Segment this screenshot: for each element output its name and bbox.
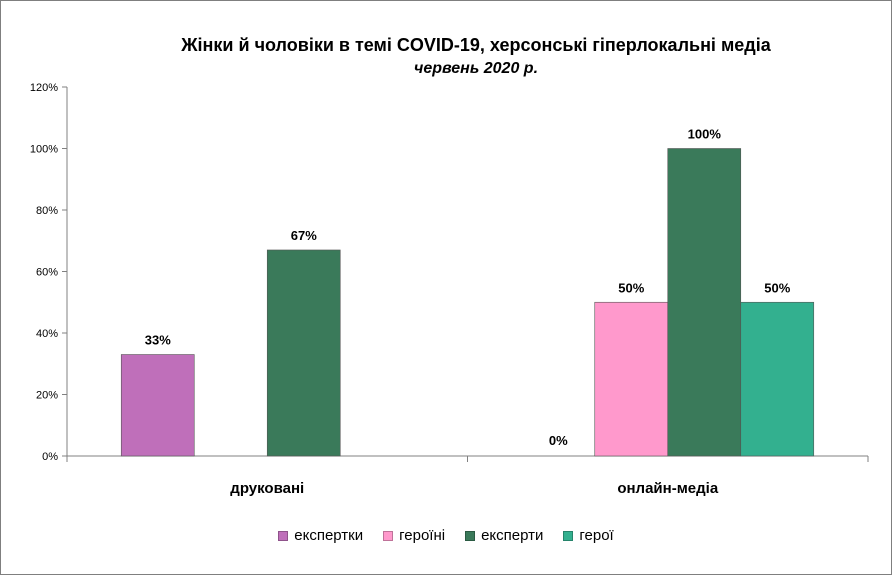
y-tick-label: 100%: [30, 144, 58, 156]
y-tick-label: 40%: [36, 328, 58, 340]
bar: [120, 354, 195, 457]
data-label: 50%: [618, 280, 644, 295]
legend-swatch: [278, 530, 289, 541]
y-tick-label: 120%: [30, 82, 58, 94]
chart-title: Жінки й чоловіки в темі COVID-19, херсон…: [181, 35, 771, 55]
data-label: 33%: [145, 333, 171, 348]
x-category-label: друковані: [230, 480, 304, 497]
legend-label: експертки: [294, 527, 364, 544]
legend-label: герої: [579, 527, 614, 544]
bar: [740, 301, 815, 457]
y-tick-label: 0%: [42, 451, 58, 463]
x-category-label: онлайн-медіа: [617, 480, 718, 497]
bar: [266, 249, 341, 457]
legend-label: героїні: [399, 527, 446, 544]
bar: [594, 301, 669, 457]
legend: експертки героїні експерти герої: [0, 527, 892, 544]
y-tick-label: 80%: [36, 205, 58, 217]
legend-item: експерти: [465, 527, 543, 544]
y-tick-label: 60%: [36, 267, 58, 279]
legend-item: експертки: [278, 527, 363, 544]
bar: [667, 148, 742, 457]
legend-swatch: [383, 530, 394, 541]
data-label: 100%: [688, 127, 722, 142]
legend-swatch: [563, 530, 574, 541]
chart-subtitle: червень 2020 р.: [413, 60, 539, 77]
legend-label: експерти: [481, 527, 544, 544]
data-label: 0%: [549, 433, 568, 448]
data-label: 67%: [291, 228, 317, 243]
legend-item: героїні: [383, 527, 445, 544]
legend-swatch: [465, 530, 476, 541]
data-label: 50%: [764, 280, 790, 295]
y-tick-label: 20%: [36, 390, 58, 402]
legend-item: герої: [563, 527, 614, 544]
